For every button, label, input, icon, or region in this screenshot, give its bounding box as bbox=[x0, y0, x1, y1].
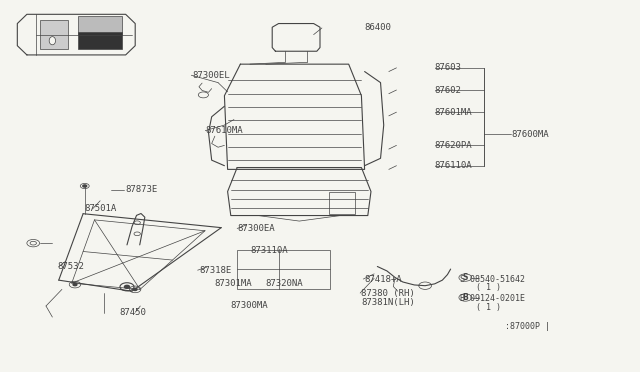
Text: 87301MA: 87301MA bbox=[215, 279, 253, 288]
Bar bbox=[237, 250, 330, 289]
Text: 87610MA: 87610MA bbox=[205, 126, 243, 135]
Text: 87381N(LH): 87381N(LH) bbox=[362, 298, 415, 307]
Text: ( 1 ): ( 1 ) bbox=[476, 302, 501, 312]
Text: :87000P |: :87000P | bbox=[505, 322, 550, 331]
Text: 87320NA: 87320NA bbox=[266, 279, 303, 288]
Text: 87873E: 87873E bbox=[125, 185, 158, 194]
Text: 87532: 87532 bbox=[58, 262, 84, 271]
Circle shape bbox=[83, 185, 86, 187]
Text: B 09124-0201E: B 09124-0201E bbox=[460, 294, 525, 303]
Text: S: S bbox=[463, 273, 468, 282]
Text: 87318E: 87318E bbox=[199, 266, 231, 275]
Text: 87501A: 87501A bbox=[84, 203, 116, 213]
Text: 873110A: 873110A bbox=[250, 246, 287, 255]
Text: 87300EL: 87300EL bbox=[193, 71, 230, 80]
Bar bbox=[330, 192, 355, 214]
Text: 87450: 87450 bbox=[119, 308, 146, 317]
Text: 87300EA: 87300EA bbox=[237, 224, 275, 233]
Bar bbox=[78, 32, 122, 49]
Text: 87601MA: 87601MA bbox=[435, 108, 472, 117]
Text: 876110A: 876110A bbox=[435, 161, 472, 170]
Circle shape bbox=[133, 288, 137, 291]
Text: 86400: 86400 bbox=[365, 23, 392, 32]
Text: B: B bbox=[463, 293, 468, 302]
Text: ( 1 ): ( 1 ) bbox=[476, 283, 501, 292]
Text: 87603: 87603 bbox=[435, 63, 461, 72]
Circle shape bbox=[73, 283, 77, 286]
Text: S 08540-51642: S 08540-51642 bbox=[460, 275, 525, 283]
Ellipse shape bbox=[49, 37, 56, 45]
Text: 87418+A: 87418+A bbox=[365, 275, 402, 283]
Text: 87300MA: 87300MA bbox=[231, 301, 268, 311]
Bar bbox=[78, 16, 122, 35]
Text: 87380 (RH): 87380 (RH) bbox=[362, 289, 415, 298]
Text: 87620PA: 87620PA bbox=[435, 141, 472, 150]
Bar bbox=[40, 20, 68, 49]
Circle shape bbox=[124, 285, 129, 288]
Text: 87602: 87602 bbox=[435, 86, 461, 94]
Text: 87600MA: 87600MA bbox=[511, 130, 548, 139]
